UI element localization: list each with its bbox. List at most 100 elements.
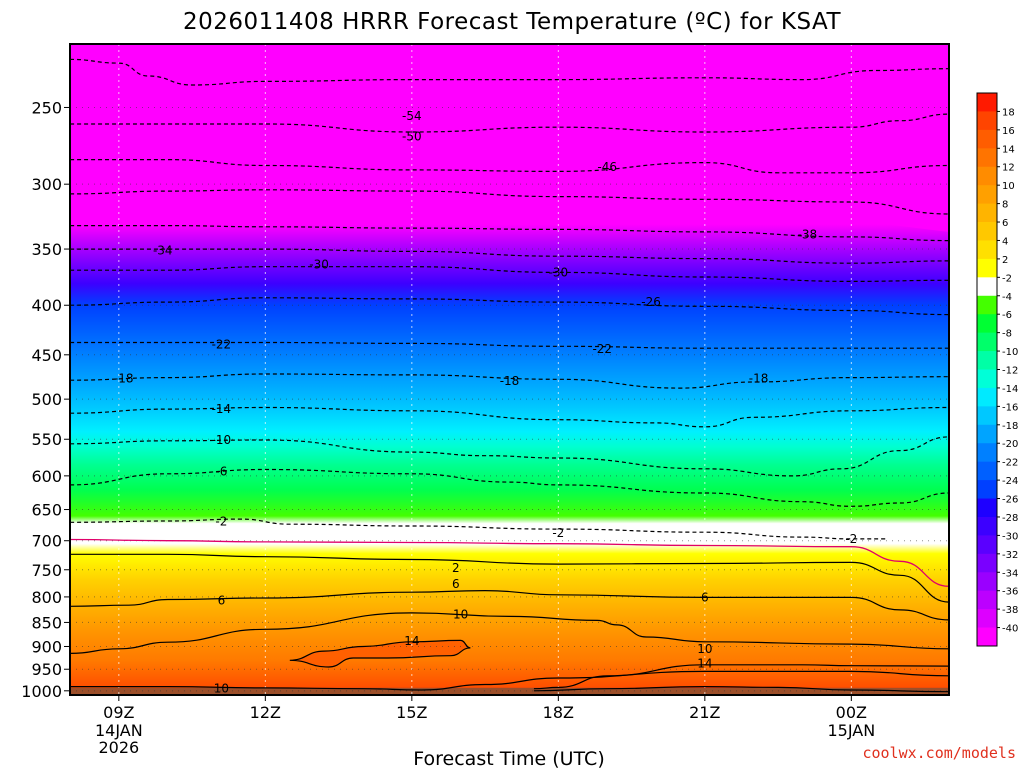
- y-tick-label: 250: [31, 98, 62, 117]
- colorbar-swatch: [977, 203, 997, 223]
- colorbar-label: 18: [1002, 107, 1015, 118]
- colorbar-swatch: [977, 93, 997, 112]
- contour-labels: -54-50-46-38-34-30-30-26-22 -22-18 -18 -18-…: [114, 109, 857, 696]
- x-tick-label: 15Z: [396, 703, 427, 722]
- colorbar-swatch: [977, 627, 997, 647]
- contour-label: -38: [798, 227, 818, 241]
- colorbar-swatch: [977, 258, 997, 278]
- contour-label: 6: [218, 594, 226, 608]
- contour-label: 2: [452, 561, 460, 575]
- colorbar-swatch: [977, 424, 997, 444]
- contour-label: -54: [402, 109, 422, 123]
- colorbar-swatch: [977, 240, 997, 260]
- colorbar-swatch: [977, 609, 997, 628]
- colorbar-swatch: [977, 129, 997, 149]
- contour-label: 14: [404, 634, 419, 648]
- contour-label: 6: [452, 577, 460, 591]
- colorbar-swatch: [977, 387, 997, 407]
- contour-m22: [69, 341, 949, 349]
- y-tick-label: 600: [31, 467, 62, 486]
- x-axis-label: Forecast Time (UTC): [413, 748, 604, 768]
- colorbar-swatch: [977, 553, 997, 573]
- colorbar-label: -10: [1002, 347, 1018, 358]
- colorbar-label: -8: [1002, 329, 1012, 340]
- contour-18: [533, 685, 950, 693]
- colorbar-swatch: [977, 332, 997, 352]
- y-tick-label: 450: [31, 346, 62, 365]
- colorbar-swatch: [977, 572, 997, 592]
- y-tick-label: 800: [31, 588, 62, 607]
- contour-label: -10: [212, 433, 232, 447]
- colorbar-swatch: [977, 222, 997, 241]
- x-tick-label: 09Z: [103, 703, 134, 722]
- colorbar-swatch: [977, 166, 997, 186]
- colorbar-label: 10: [1002, 181, 1015, 192]
- contour-6: [69, 589, 950, 621]
- colorbar-label: -18: [1002, 421, 1018, 432]
- colorbar-label: -14: [1002, 384, 1018, 395]
- colorbar-label: -40: [1002, 624, 1018, 635]
- contour-m50: [70, 113, 950, 133]
- y-tick-label: 350: [31, 240, 62, 259]
- contour-m30: [70, 266, 950, 283]
- contour-m54: [69, 58, 950, 86]
- contour-label: -2: [552, 526, 564, 540]
- contour-10: [70, 670, 950, 691]
- contour-label: -18: [114, 371, 134, 385]
- colorbar-swatch: [977, 314, 997, 334]
- y-tick-label: 700: [31, 532, 62, 551]
- colorbar-swatch: [977, 498, 997, 518]
- contour-label: -6: [215, 465, 227, 479]
- contour-m46: [69, 158, 950, 174]
- colorbar-label: -2: [1002, 273, 1012, 284]
- colorbar-label: 14: [1002, 144, 1015, 155]
- contour-m6: [69, 468, 950, 507]
- colorbar-swatch: [977, 295, 997, 315]
- contour-label: -18: [500, 374, 520, 388]
- contour-label: -14: [212, 402, 232, 416]
- colorbar-swatch: [977, 516, 997, 536]
- contour-freezing: [69, 538, 950, 587]
- y-tick-label: 900: [31, 637, 62, 656]
- y-tick-label: 850: [31, 613, 62, 632]
- contour-lines: [69, 58, 950, 693]
- colorbar-swatch: [977, 111, 997, 131]
- x-tick-sublabel: 2026: [98, 738, 139, 757]
- colorbar-swatch: [977, 148, 997, 168]
- contour-m10: [69, 436, 950, 477]
- contour-label: -50: [402, 130, 422, 144]
- plot-frame: [69, 43, 950, 696]
- contour-2: [69, 553, 950, 603]
- contour-m14: [69, 406, 950, 428]
- y-tick-label: 550: [31, 430, 62, 449]
- colorbar-swatch: [977, 277, 997, 297]
- colorbar-swatch: [977, 590, 997, 610]
- x-tick-label: 12Z: [250, 703, 281, 722]
- contour-label: -30: [309, 257, 329, 271]
- plot-area: -54-50-46-38-34-30-30-26-22 -22-18 -18 -18-…: [69, 43, 950, 696]
- colorbar-swatch: [977, 461, 997, 481]
- colorbar-swatch: [977, 185, 997, 204]
- contour-m38: [70, 224, 950, 242]
- colorbar-label: 2: [1002, 255, 1008, 266]
- colorbar-label: -12: [1002, 366, 1018, 377]
- colorbar-label: -24: [1002, 476, 1018, 487]
- colorbar-swatch: [977, 443, 997, 463]
- watermark: coolwx.com/models: [862, 744, 1016, 762]
- y-tick-label: 950: [31, 660, 62, 679]
- contour-label: -22: [592, 342, 612, 356]
- colorbar-swatch: [977, 480, 997, 499]
- contour-m18: [69, 373, 950, 389]
- temperature-band: [70, 207, 949, 696]
- x-tick-sublabel: 15JAN: [827, 721, 875, 740]
- contour-14: [289, 639, 471, 668]
- contour-label: 6: [701, 590, 709, 604]
- colorbar-label: -4: [1002, 292, 1012, 303]
- colorbar-swatch: [977, 406, 997, 426]
- colorbar-label: 16: [1002, 126, 1015, 137]
- y-tick-label: 400: [31, 296, 62, 315]
- contour-label: -26: [641, 295, 661, 309]
- temperature-fills: [70, 207, 949, 696]
